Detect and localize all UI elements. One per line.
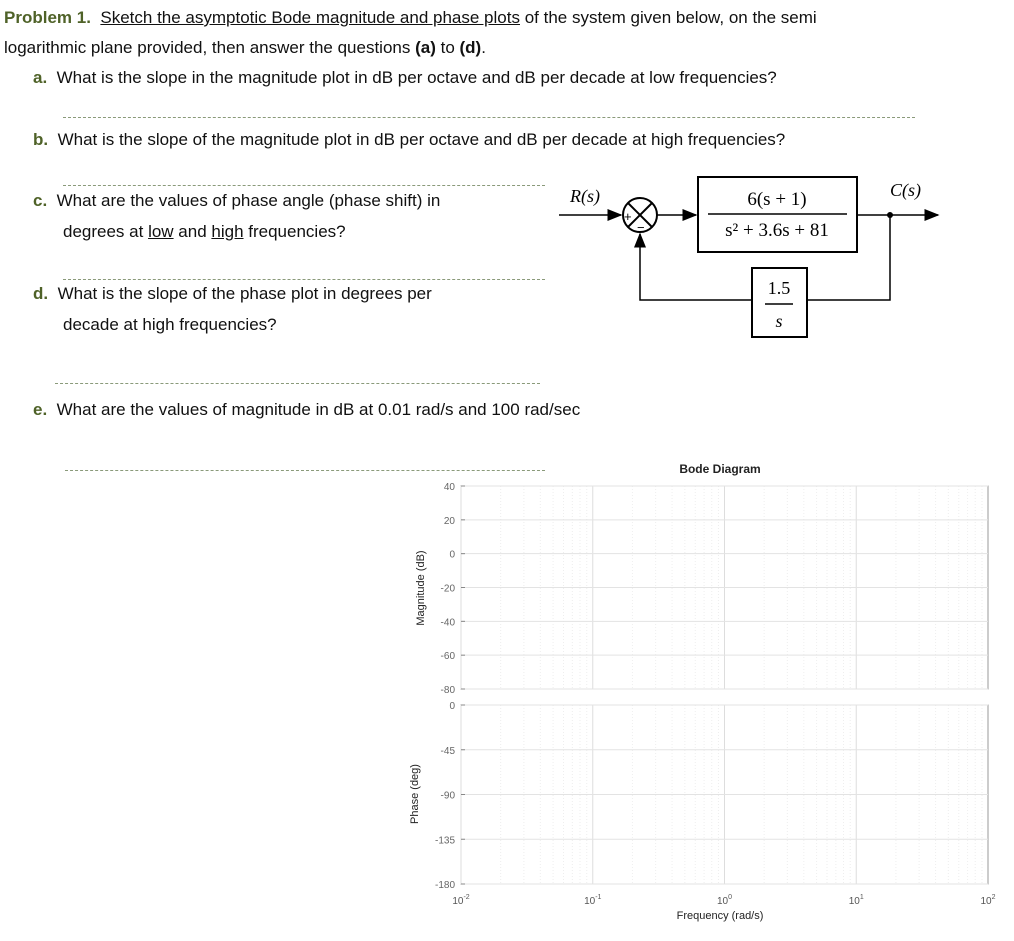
feedback-arrow	[634, 232, 752, 301]
problem-instruction: Sketch the asymptotic Bode magnitude and…	[100, 8, 520, 27]
y-tick-label: -40	[441, 617, 456, 628]
ref-d: (d)	[459, 38, 482, 57]
question-b: b. What is the slope of the magnitude pl…	[33, 130, 785, 150]
question-text: degrees at	[63, 222, 149, 241]
intro-text: of the system given below, on the semi	[519, 8, 817, 27]
y-tick-label: 40	[444, 482, 456, 493]
feedback-numerator: 1.5	[768, 278, 791, 298]
underlined-high: high	[211, 222, 244, 241]
frequency-axis-label: Frequency (rad/s)	[677, 910, 764, 922]
phase-axis-label: Phase (deg)	[409, 764, 421, 824]
input-label: R(s)	[569, 186, 600, 207]
y-tick-label: 0	[449, 701, 455, 712]
problem-intro-line2: logarithmic plane provided, then answer …	[4, 38, 486, 58]
forward-denominator: s² + 3.6s + 81	[725, 220, 829, 241]
y-tick-label: -135	[435, 835, 455, 846]
problem-intro-line1: Problem 1. Sketch the asymptotic Bode ma…	[4, 8, 817, 28]
bode-diagram: Bode Diagram Magnitude (dB) Phase (deg) …	[409, 462, 996, 922]
question-label: b.	[33, 130, 49, 149]
feedback-denominator: s	[775, 311, 782, 331]
y-tick-label: -90	[441, 791, 456, 802]
answer-line-c[interactable]	[63, 279, 545, 280]
ref-a: (a)	[415, 38, 436, 57]
question-d: d. What is the slope of the phase plot i…	[33, 284, 432, 304]
question-text: and	[173, 222, 212, 241]
question-text: frequencies?	[243, 222, 346, 241]
question-text: What is the slope in the magnitude plot …	[56, 68, 777, 87]
intro-text: logarithmic plane provided, then answer …	[4, 38, 416, 57]
x-tick-label: 102	[980, 894, 995, 907]
x-tick-label: 10-1	[584, 894, 601, 907]
feedback-path	[807, 215, 891, 301]
question-text: What is the slope of the phase plot in d…	[57, 284, 432, 303]
question-c: c. What are the values of phase angle (p…	[33, 191, 440, 211]
y-tick-label: -180	[435, 880, 455, 891]
intro-text: .	[481, 38, 486, 57]
x-tick-label: 101	[849, 894, 864, 907]
minus-sign: −	[637, 220, 645, 235]
forward-numerator: 6(s + 1)	[747, 189, 806, 210]
y-tick-label: -60	[441, 651, 456, 662]
question-c-line2: degrees at low and high frequencies?	[63, 222, 346, 242]
x-tick-label: 10-2	[452, 894, 469, 907]
magnitude-axis-label: Magnitude (dB)	[415, 550, 427, 625]
output-label: C(s)	[890, 180, 921, 201]
underlined-low: low	[148, 222, 174, 241]
plus-sign: +	[624, 209, 632, 224]
question-label: a.	[33, 68, 48, 87]
y-tick-label: 20	[444, 516, 456, 527]
question-label: d.	[33, 284, 49, 303]
y-tick-label: -80	[441, 685, 456, 696]
answer-line-b[interactable]	[63, 185, 545, 186]
question-label: e.	[33, 400, 48, 419]
question-text: What are the values of magnitude in dB a…	[56, 400, 581, 419]
question-label: c.	[33, 191, 48, 210]
answer-line-e[interactable]	[65, 470, 545, 471]
y-tick-label: -45	[441, 746, 456, 757]
feedback-block	[751, 267, 808, 338]
question-d-line2: decade at high frequencies?	[63, 315, 277, 334]
block-diagram: + − 6(s + 1) s² + 3.6s + 81 1.5 s R(s) C…	[559, 176, 940, 338]
intro-text: to	[435, 38, 460, 57]
question-text: What is the slope of the magnitude plot …	[57, 130, 786, 149]
question-text: What are the values of phase angle (phas…	[56, 191, 441, 210]
problem-label: Problem 1.	[4, 8, 91, 27]
summing-junction	[622, 197, 658, 233]
x-tick-label: 100	[717, 894, 732, 907]
y-tick-label: 0	[449, 550, 455, 561]
answer-line-a[interactable]	[63, 117, 915, 118]
chart-title: Bode Diagram	[679, 462, 760, 476]
question-a: a. What is the slope in the magnitude pl…	[33, 68, 777, 88]
answer-line-d[interactable]	[55, 383, 540, 384]
question-e: e. What are the values of magnitude in d…	[33, 400, 580, 420]
y-tick-label: -20	[441, 584, 456, 595]
